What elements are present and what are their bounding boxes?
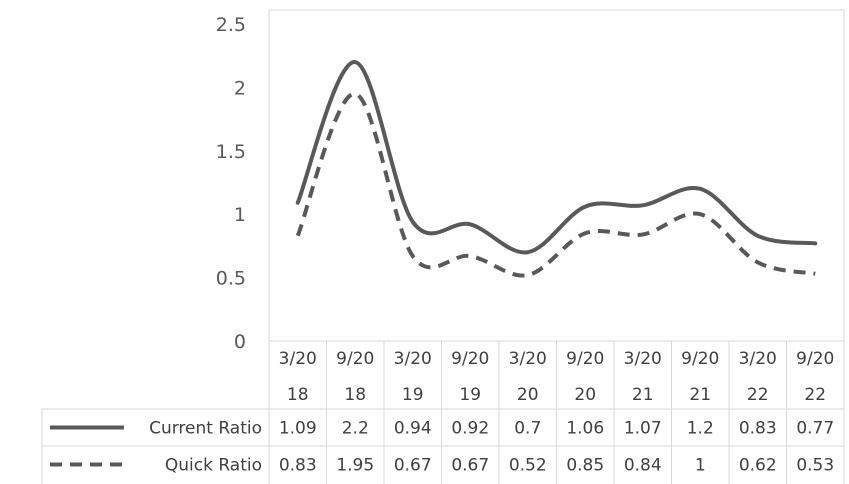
category-label-line2: 19 [402, 385, 424, 405]
data-label: 1.95 [336, 456, 374, 476]
category-label-line1: 9/20 [451, 349, 489, 369]
series-lines [295, 60, 818, 278]
category-label-line1: 3/20 [509, 349, 547, 369]
category-label-line2: 22 [747, 385, 769, 405]
y-tick-label: 1.5 [216, 141, 246, 163]
data-table-grid [41, 9, 845, 484]
y-tick-label: 2.5 [216, 14, 246, 36]
data-label: 1.09 [279, 419, 317, 439]
data-label: 0.77 [796, 419, 834, 439]
category-label-line2: 20 [574, 385, 596, 405]
category-label-line2: 18 [344, 385, 366, 405]
data-label: 1 [695, 456, 706, 476]
category-label-line1: 9/20 [336, 349, 374, 369]
category-label-line1: 9/20 [681, 349, 719, 369]
data-label: 0.85 [566, 456, 604, 476]
category-label-line1: 3/20 [279, 349, 317, 369]
data-label: 0.92 [451, 419, 489, 439]
category-label-line2: 21 [632, 385, 654, 405]
data-label: 1.2 [687, 419, 714, 439]
data-label: 0.52 [509, 456, 547, 476]
data-label: 0.83 [739, 419, 777, 439]
data-label: 0.83 [279, 456, 317, 476]
data-label: 0.84 [624, 456, 662, 476]
data-label: 0.67 [394, 456, 432, 476]
data-label: 0.67 [451, 456, 489, 476]
category-label-line2: 21 [689, 385, 711, 405]
category-label-line1: 3/20 [624, 349, 662, 369]
category-label-line2: 18 [287, 385, 309, 405]
category-label-line2: 19 [459, 385, 481, 405]
y-tick-label: 0.5 [216, 268, 246, 290]
y-tick-label: 2 [234, 77, 246, 99]
category-label-line1: 3/20 [739, 349, 777, 369]
category-label-line2: 22 [804, 385, 826, 405]
category-label-line1: 9/20 [796, 349, 834, 369]
legend-label: Current Ratio [149, 419, 262, 439]
series-line-quick-ratio [295, 91, 816, 278]
data-label: 1.06 [566, 419, 604, 439]
data-label: 0.62 [739, 456, 777, 476]
series-line-current-ratio [295, 60, 818, 255]
y-axis-tick-labels: 0 0.5 1 1.5 2 2.5 [216, 14, 246, 353]
y-tick-label: 1 [234, 204, 246, 226]
legend-and-data-rows: Current Ratio 1.09 2.2 0.94 0.92 0.7 1.06 1.07 1… [50, 419, 834, 476]
category-label-line2: 20 [517, 385, 539, 405]
category-label-line1: 9/20 [566, 349, 604, 369]
legend-label: Quick Ratio [165, 456, 262, 476]
data-label: 1.07 [624, 419, 662, 439]
data-label: 2.2 [342, 419, 369, 439]
category-labels: 3/20 18 9/20 18 3/20 19 9/20 19 3/20 20 9/20 20 3/20… [279, 349, 835, 405]
data-label: 0.7 [514, 419, 541, 439]
data-label: 0.53 [796, 456, 834, 476]
y-tick-label: 0 [234, 331, 246, 353]
category-label-line1: 3/20 [394, 349, 432, 369]
data-label: 0.94 [394, 419, 432, 439]
